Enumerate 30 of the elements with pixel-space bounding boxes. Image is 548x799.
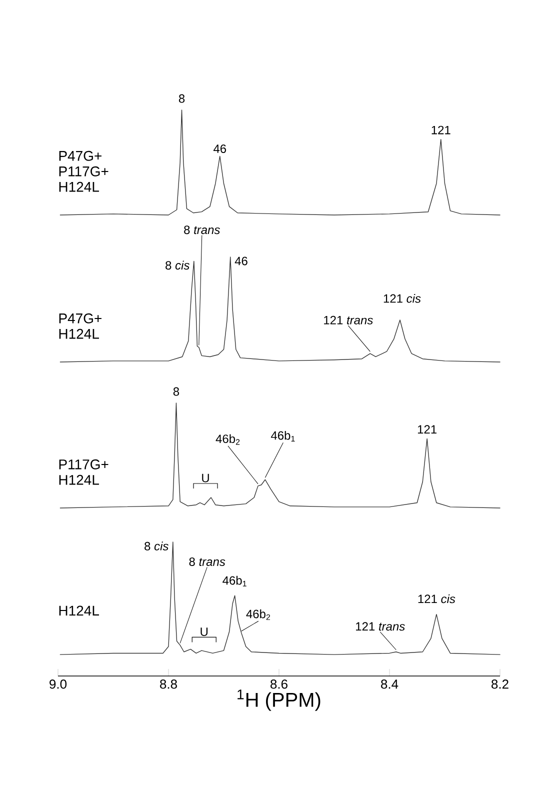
x-tick-label: 8.2 <box>492 680 508 689</box>
annotation: 121 cis <box>418 594 456 604</box>
x-tick-label: 8.8 <box>160 680 177 689</box>
series-label: P117G+ H124L <box>59 459 108 485</box>
series-label: P47G+ H124L <box>59 313 102 339</box>
annotation: 121 cis <box>384 294 421 303</box>
annotation: 8 trans <box>189 557 226 566</box>
series-label: P47G+ P117G+ H124L <box>59 150 108 192</box>
annotation: 46b$_{1}$ <box>222 576 246 586</box>
annotation: 8 trans <box>184 226 220 234</box>
annotation: U <box>202 474 209 482</box>
annotation: 46b$_{2}$ <box>246 609 270 620</box>
annotation: 8 <box>178 94 185 103</box>
annotation: 121 <box>418 425 436 434</box>
x-tick-label: 9.0 <box>50 680 67 689</box>
x-axis-title: $^{1}$H (PPM) <box>238 690 320 711</box>
annotation: 8 cis <box>166 260 190 270</box>
annotation: 46 <box>234 256 248 266</box>
annotation: U <box>200 628 208 636</box>
x-tick-label: 8.4 <box>381 680 398 689</box>
annotation: 8 cis <box>144 542 168 550</box>
annotation: 121 <box>432 126 450 134</box>
text: H124L <box>59 606 99 616</box>
annotation: 121 trans <box>356 622 405 631</box>
annotation: 46b$_{2}$ <box>216 434 240 445</box>
annotation: 121 trans <box>324 316 373 324</box>
annotation: 8 <box>173 387 180 396</box>
annotation: 46 <box>213 144 226 153</box>
annotation: 46b$_{1}$ <box>270 430 295 442</box>
x-tick-label: 8.6 <box>270 680 288 689</box>
